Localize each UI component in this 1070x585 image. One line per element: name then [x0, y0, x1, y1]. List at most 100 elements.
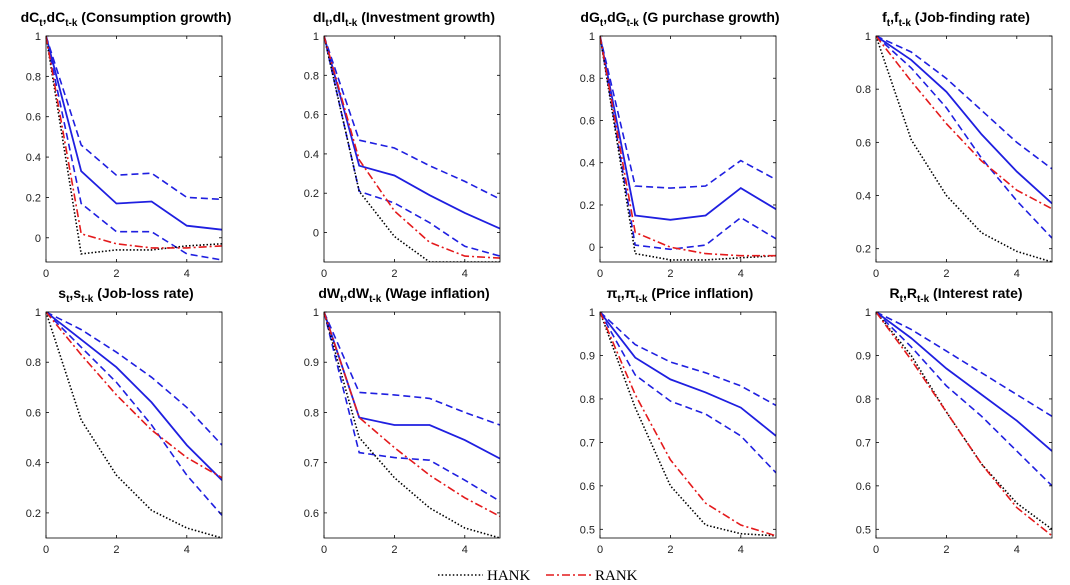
panel-5: dWt,dWt-k (Wage inflation) 0 2 4 0.6 0.7 0.8 0.…	[304, 285, 501, 556]
series-line-upper	[876, 36, 1052, 170]
y-tick-label: 0.4	[304, 149, 319, 161]
y-tick-label: 0.8	[856, 394, 871, 406]
panel-3: ft,ft-k (Job-finding rate) 0 2 4 0.2 0.4 0.6 0.…	[856, 9, 1053, 280]
series-group	[324, 312, 500, 538]
title-part: dG	[580, 9, 600, 25]
y-tick-label: 0.2	[26, 192, 41, 204]
panel-title: dCt,dCt-k (Consumption growth)	[21, 9, 232, 29]
panel-title: πt,πt-k (Price inflation)	[607, 285, 754, 305]
y-tick-label: 0.6	[304, 110, 319, 122]
title-part: (G purchase growth)	[639, 9, 780, 25]
series-line-upper	[46, 36, 222, 201]
x-tick-label: 4	[462, 268, 468, 280]
series-line-mid	[46, 36, 222, 231]
legend-rank-label: RANK	[595, 568, 638, 584]
title-part: ,dI	[329, 9, 345, 25]
y-tick-label: 0.8	[26, 357, 41, 369]
y-tick-label: 0.4	[580, 158, 595, 170]
series-line-lower	[46, 36, 222, 261]
series-line-rank	[876, 36, 1052, 210]
panel-title: dWt,dWt-k (Wage inflation)	[318, 285, 489, 305]
title-part: (Wage inflation)	[381, 285, 489, 301]
legend-hank-label: HANK	[487, 568, 530, 584]
x-tick-label: 4	[184, 268, 190, 280]
x-tick-label: 2	[943, 268, 949, 280]
y-tick-label: 0.2	[856, 244, 871, 256]
panel-title: dGt,dGt-k (G purchase growth)	[580, 9, 779, 29]
title-subscript: t	[887, 18, 891, 29]
x-tick-label: 2	[667, 268, 673, 280]
y-tick-label: 0.9	[580, 350, 595, 362]
y-tick-label: 0.7	[580, 437, 595, 449]
x-tick-label: 2	[391, 544, 397, 556]
x-tick-label: 4	[738, 544, 744, 556]
series-line-hank	[46, 36, 222, 255]
title-part: (Job-loss rate)	[93, 285, 193, 301]
title-subscript: t	[39, 18, 43, 29]
axis-box	[875, 35, 1053, 263]
y-tick-label: 0.4	[26, 152, 41, 164]
x-tick-label: 0	[43, 544, 49, 556]
title-subscript: t-k	[627, 18, 640, 29]
y-tick-label: 0.6	[580, 115, 595, 127]
title-subscript: t	[600, 18, 604, 29]
title-part: ,dW	[343, 285, 369, 301]
y-tick-label: 0.4	[856, 191, 871, 203]
series-line-upper	[876, 312, 1052, 417]
series-line-lower	[46, 312, 222, 516]
y-tick-label: 0.6	[26, 112, 41, 124]
title-part: f	[882, 9, 887, 25]
y-tick-label: 0.7	[304, 458, 319, 470]
series-line-rank	[600, 312, 776, 537]
y-tick-label: 1	[865, 307, 871, 319]
title-part: R	[889, 285, 899, 301]
series-line-hank	[600, 312, 776, 537]
title-subscript: t-k	[899, 18, 912, 29]
x-tick-label: 0	[43, 268, 49, 280]
x-tick-label: 2	[113, 268, 119, 280]
y-tick-label: 0.6	[856, 481, 871, 493]
axis-box	[323, 35, 501, 263]
series-group	[876, 312, 1052, 537]
series-group	[324, 36, 500, 262]
panel-4: st,st-k (Job-loss rate) 0 2 4 0.2 0.4 0.6 0.8 1	[26, 285, 223, 556]
y-tick-label: 1	[589, 31, 595, 43]
series-line-lower	[324, 36, 500, 257]
title-subscript: t	[66, 294, 70, 305]
title-subscript: t-k	[369, 294, 382, 305]
title-subscript: t	[340, 294, 344, 305]
series-line-rank	[876, 312, 1052, 537]
series-line-mid	[46, 312, 222, 481]
x-tick-label: 4	[1014, 544, 1020, 556]
series-group	[600, 312, 776, 537]
axis-box	[323, 311, 501, 539]
x-tick-label: 0	[873, 268, 879, 280]
x-tick-label: 4	[184, 544, 190, 556]
title-part: (Interest rate)	[929, 285, 1022, 301]
y-tick-label: 1	[35, 307, 41, 319]
x-tick-label: 2	[943, 544, 949, 556]
series-line-lower	[876, 312, 1052, 487]
y-tick-label: 0.2	[26, 508, 41, 520]
y-tick-label: 0	[589, 242, 595, 254]
y-tick-label: 0.8	[580, 73, 595, 85]
y-tick-label: 0.6	[580, 481, 595, 493]
title-part: (Price inflation)	[648, 285, 754, 301]
x-tick-label: 0	[597, 544, 603, 556]
title-part: π	[607, 285, 618, 301]
y-tick-label: 0.2	[304, 188, 319, 200]
axis-box	[599, 35, 777, 263]
y-tick-label: 1	[313, 307, 319, 319]
y-tick-label: 0.9	[304, 357, 319, 369]
series-group	[876, 36, 1052, 262]
panel-2: dGt,dGt-k (G purchase growth) 0 2 4 0 0.2 0.4 0…	[580, 9, 780, 280]
title-subscript: t	[617, 294, 621, 305]
x-tick-label: 4	[462, 544, 468, 556]
series-line-rank	[46, 36, 222, 249]
panel-1: dIt,dIt-k (Investment growth) 0 2 4 0 0.2 0.4 0…	[304, 9, 501, 280]
title-subscript: t-k	[65, 18, 78, 29]
series-group	[46, 312, 222, 538]
y-tick-label: 0	[35, 233, 41, 245]
panel-7: Rt,Rt-k (Interest rate) 0 2 4 0.5 0.6 0.7 0.8 0.…	[856, 285, 1053, 556]
series-line-upper	[46, 312, 222, 446]
